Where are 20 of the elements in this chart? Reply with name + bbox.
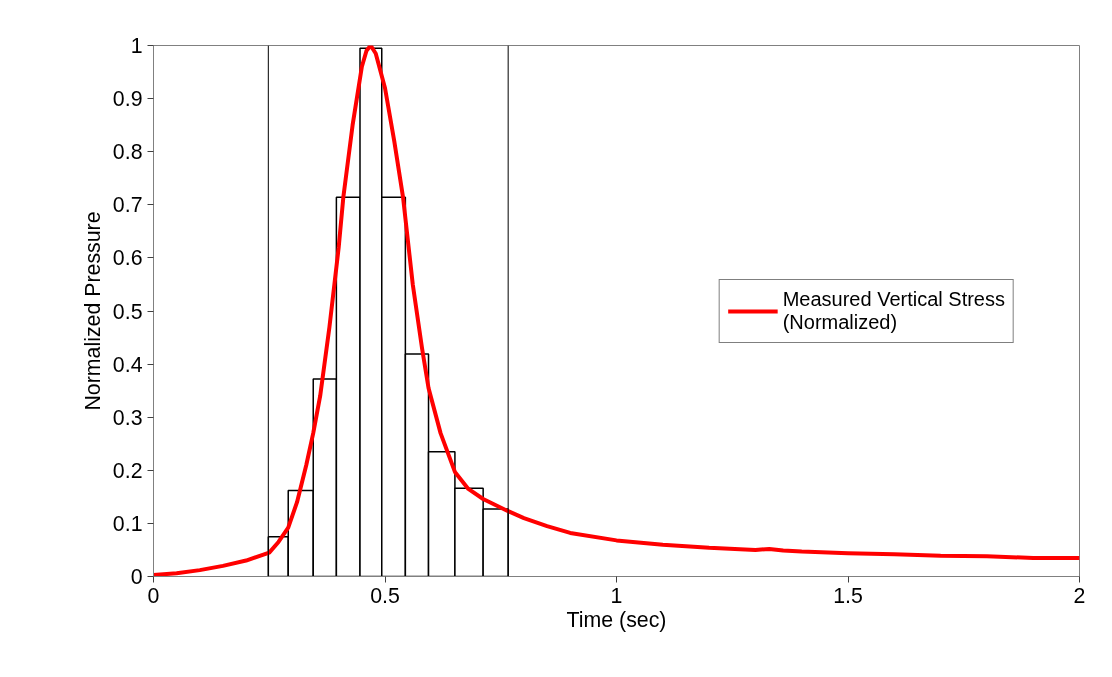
- y-tick-label: 0.2: [112, 458, 143, 483]
- y-axis-title: Normalized Pressure: [80, 211, 105, 411]
- y-tick-label: 0.9: [112, 87, 143, 112]
- y-tick-label: 1: [130, 34, 143, 58]
- line-series: [153, 45, 1080, 577]
- y-tick-label: 0.4: [112, 352, 143, 377]
- y-tick-label: 0.8: [112, 140, 143, 165]
- x-tick-label: 0: [147, 583, 160, 608]
- x-tick-label: 0.5: [370, 583, 400, 608]
- y-tick-label: 0.5: [112, 299, 143, 324]
- x-tick-label: 2: [1073, 583, 1086, 608]
- x-tick-label: 1: [610, 583, 623, 608]
- y-tick-label: 0.7: [112, 193, 143, 218]
- y-tick-label: 0: [130, 565, 143, 589]
- x-axis-title: Time (sec): [566, 607, 667, 632]
- x-tick-label: 1.5: [833, 583, 863, 608]
- y-tick-label: 0.3: [112, 405, 143, 430]
- legend-label: Measured Vertical Stress (Normalized): [782, 287, 1005, 334]
- y-tick-label: 0.1: [112, 511, 143, 536]
- y-tick-label: 0.6: [112, 246, 143, 271]
